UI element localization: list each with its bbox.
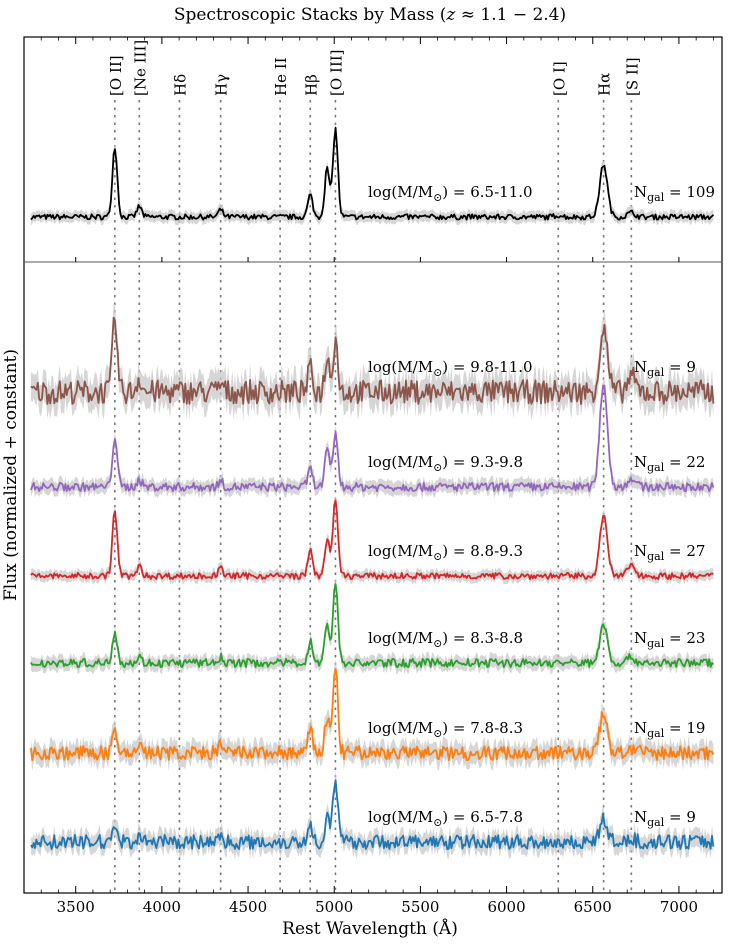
series-line bbox=[30, 316, 715, 405]
series-ngal-label: Ngal = 19 bbox=[634, 719, 705, 740]
x-tick-label: 6500 bbox=[574, 898, 612, 916]
emission-line-label: He II bbox=[272, 57, 290, 96]
series-mass-label: log(M/M⊙) = 8.3-8.8 bbox=[368, 629, 523, 650]
series-ngal-label: Ngal = 9 bbox=[634, 358, 696, 379]
series-ngal-label: Ngal = 27 bbox=[634, 542, 705, 563]
emission-line-label: Hβ bbox=[302, 74, 320, 96]
plot-frame bbox=[23, 36, 723, 894]
series-line bbox=[30, 499, 714, 580]
x-axis-label: Rest Wavelength (Å) bbox=[282, 918, 458, 939]
series-line bbox=[30, 779, 715, 850]
x-tick-label: 5500 bbox=[401, 898, 439, 916]
series-mass-label: log(M/M⊙) = 9.8-11.0 bbox=[368, 358, 533, 379]
series-mass-label: log(M/M⊙) = 9.3-9.8 bbox=[368, 453, 523, 474]
x-tick-label: 6000 bbox=[487, 898, 525, 916]
emission-line-label: Hδ bbox=[171, 74, 189, 96]
emission-line-label: [O I] bbox=[550, 61, 568, 96]
x-tick-label: 4000 bbox=[143, 898, 181, 916]
series-uncertainty-band bbox=[30, 659, 714, 772]
x-tick-label: 5000 bbox=[315, 898, 353, 916]
x-tick-label: 3500 bbox=[57, 898, 95, 916]
series-uncertainty-band bbox=[30, 577, 714, 675]
emission-line-label: [S II] bbox=[623, 57, 641, 96]
series-ngal-label: Ngal = 23 bbox=[634, 629, 705, 650]
series-uncertainty-band bbox=[30, 495, 714, 585]
series-line bbox=[30, 668, 715, 761]
chart-title: Spectroscopic Stacks by Mass (z ≈ 1.1 − … bbox=[174, 5, 566, 25]
x-tick-label: 4500 bbox=[229, 898, 267, 916]
series-line bbox=[30, 384, 715, 493]
emission-line-label: [Ne III] bbox=[131, 40, 149, 96]
series-line bbox=[30, 583, 715, 669]
series-mass-label: log(M/M⊙) = 6.5-7.8 bbox=[368, 808, 523, 829]
emission-line-label: [O II] bbox=[107, 55, 125, 96]
series-ngal-label: Ngal = 9 bbox=[634, 808, 696, 829]
series-mass-label: log(M/M⊙) = 7.8-8.3 bbox=[368, 719, 523, 740]
series-line bbox=[30, 126, 715, 221]
y-axis-label: Flux (normalized + constant) bbox=[1, 349, 21, 601]
emission-line-label: [O III] bbox=[327, 49, 345, 96]
series-ngal-label: Ngal = 22 bbox=[634, 453, 705, 474]
x-tick-label: 7000 bbox=[660, 898, 698, 916]
series-mass-label: log(M/M⊙) = 8.8-9.3 bbox=[368, 542, 523, 563]
emission-line-label: Hγ bbox=[213, 74, 231, 96]
emission-line-label: Hα bbox=[596, 73, 614, 96]
series-mass-label: log(M/M⊙) = 6.5-11.0 bbox=[368, 183, 533, 204]
series-ngal-label: Ngal = 109 bbox=[634, 183, 715, 204]
plot-area: 3500 4000 4500 5000 5500 6000 6500 7000 [O II] [N… bbox=[23, 36, 723, 916]
